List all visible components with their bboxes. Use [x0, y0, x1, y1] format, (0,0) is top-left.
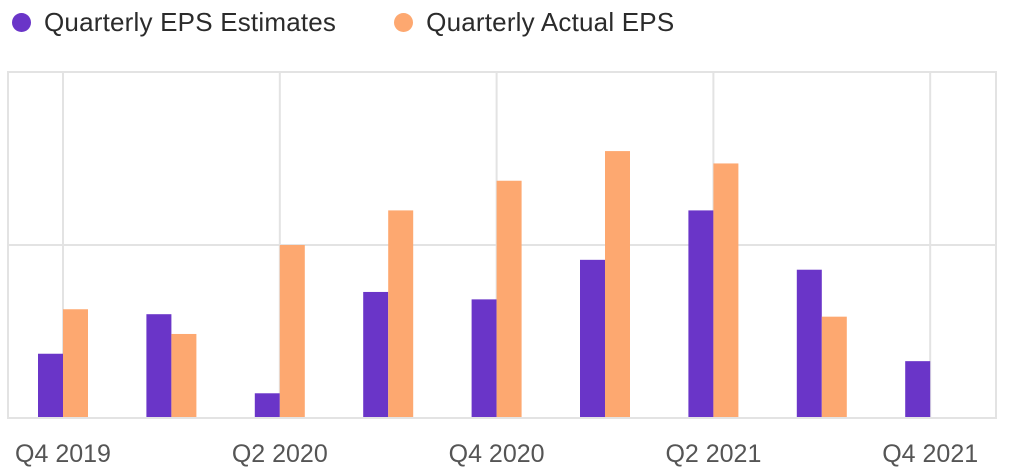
legend-item-estimates[interactable]: Quarterly EPS Estimates [12, 7, 336, 38]
x-tick-label: Q4 2021 [882, 440, 978, 468]
legend-label-estimates: Quarterly EPS Estimates [44, 6, 337, 37]
bar-actual [713, 163, 739, 418]
bar-estimate [254, 393, 280, 418]
bar-estimate [905, 361, 931, 418]
bar-estimate [471, 299, 497, 418]
x-tick-label: Q2 2021 [665, 440, 761, 468]
chart-legend: Quarterly EPS Estimates Quarterly Actual… [0, 0, 720, 44]
bar-actual [496, 180, 522, 418]
bar-estimate [580, 259, 605, 418]
bar-estimate [796, 269, 822, 418]
legend-label-actual: Quarterly Actual EPS [426, 6, 675, 37]
bar-estimate [146, 314, 172, 418]
bar-estimate [363, 291, 389, 418]
bar-estimate [38, 353, 63, 418]
bar-actual [279, 245, 305, 418]
bar-actual [63, 309, 88, 418]
legend-item-actual[interactable]: Quarterly Actual EPS [394, 7, 674, 38]
legend-swatch-estimates [12, 12, 31, 32]
bar-actual [605, 151, 630, 419]
bar-actual [821, 316, 847, 418]
x-tick-label: Q4 2020 [449, 440, 545, 468]
bar-estimate [688, 210, 714, 418]
bar-actual [388, 210, 414, 418]
x-tick-label: Q4 2019 [15, 440, 111, 468]
legend-swatch-actual [394, 12, 414, 32]
x-tick-label: Q2 2020 [232, 440, 328, 468]
bar-actual [171, 333, 197, 418]
